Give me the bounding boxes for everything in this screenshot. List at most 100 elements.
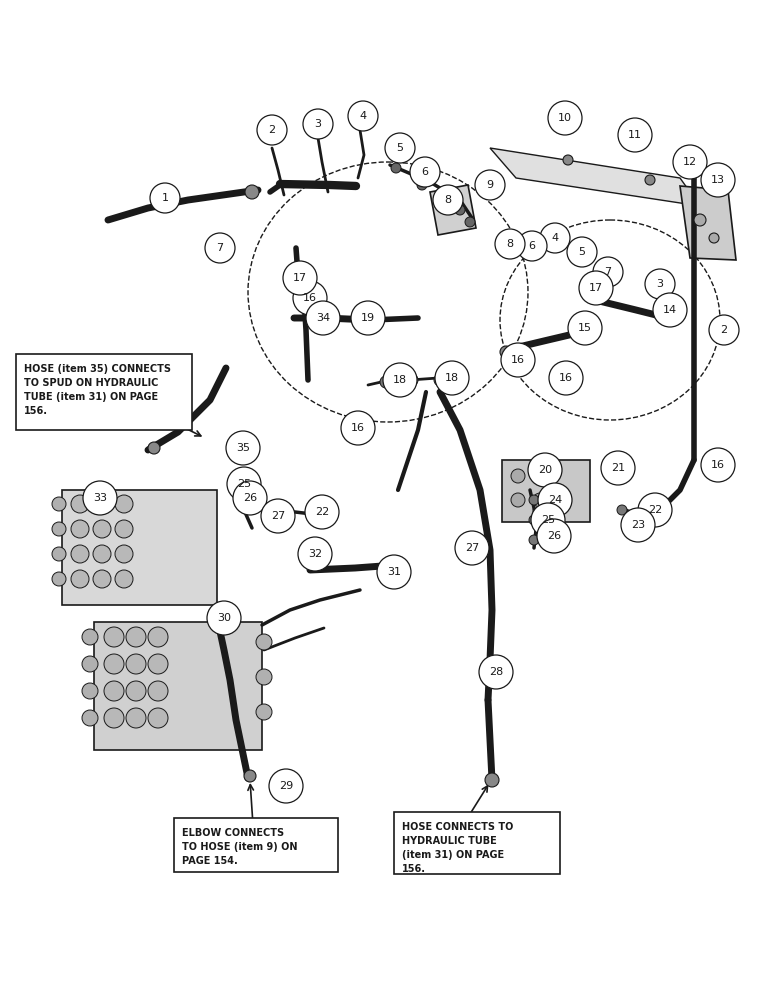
Text: ELBOW CONNECTS
TO HOSE (item 9) ON
PAGE 154.: ELBOW CONNECTS TO HOSE (item 9) ON PAGE … [182,828,297,866]
Text: 29: 29 [279,781,293,791]
Text: HOSE (item 35) CONNECTS
TO SPUD ON HYDRAULIC
TUBE (item 31) ON PAGE
156.: HOSE (item 35) CONNECTS TO SPUD ON HYDRA… [24,364,171,416]
Text: 25: 25 [541,515,555,525]
Text: 27: 27 [271,511,285,521]
Text: 22: 22 [315,507,329,517]
Circle shape [548,101,582,135]
Circle shape [244,770,256,782]
Text: 33: 33 [93,493,107,503]
Circle shape [709,315,739,345]
Circle shape [52,547,66,561]
Circle shape [391,163,401,173]
FancyBboxPatch shape [174,818,338,872]
Circle shape [52,522,66,536]
Circle shape [549,361,583,395]
Circle shape [104,681,124,701]
Circle shape [238,488,250,500]
Circle shape [126,708,146,728]
Circle shape [298,537,332,571]
FancyBboxPatch shape [94,622,262,750]
Circle shape [433,185,463,215]
Text: 35: 35 [236,443,250,453]
Circle shape [246,500,258,512]
Text: 3: 3 [656,279,663,289]
Circle shape [104,654,124,674]
Circle shape [82,683,98,699]
Circle shape [104,708,124,728]
Circle shape [385,133,415,163]
Circle shape [71,570,89,588]
Circle shape [256,704,272,720]
Circle shape [501,343,535,377]
Circle shape [305,495,339,529]
Text: 18: 18 [393,375,407,385]
Circle shape [579,271,613,305]
Text: 13: 13 [711,175,725,185]
Circle shape [226,431,260,465]
Text: 28: 28 [489,667,503,677]
Text: 12: 12 [683,157,697,167]
Text: 30: 30 [217,613,231,623]
Circle shape [528,453,562,487]
Text: 11: 11 [628,130,642,140]
Circle shape [148,681,168,701]
Circle shape [511,493,525,507]
Circle shape [126,681,146,701]
Circle shape [115,570,133,588]
Circle shape [126,627,146,647]
Circle shape [465,217,475,227]
Circle shape [618,118,652,152]
Circle shape [71,520,89,538]
Circle shape [444,206,452,214]
FancyBboxPatch shape [16,354,192,430]
Circle shape [701,448,735,482]
Circle shape [517,231,547,261]
Circle shape [568,311,602,345]
Circle shape [52,572,66,586]
Circle shape [233,481,267,515]
Circle shape [82,629,98,645]
Circle shape [495,229,525,259]
Circle shape [567,237,597,267]
Circle shape [71,545,89,563]
Circle shape [104,627,124,647]
Text: 16: 16 [303,293,317,303]
Text: 26: 26 [243,493,257,503]
Text: 6: 6 [529,241,536,251]
Circle shape [694,214,706,226]
Text: 17: 17 [293,273,307,283]
Circle shape [256,669,272,685]
Circle shape [283,261,317,295]
Text: 20: 20 [538,465,552,475]
Circle shape [540,223,570,253]
Text: 34: 34 [316,313,330,323]
Circle shape [348,101,378,131]
Circle shape [52,497,66,511]
Circle shape [148,708,168,728]
Circle shape [115,545,133,563]
Circle shape [593,257,623,287]
Circle shape [438,196,446,204]
Text: 2: 2 [269,125,276,135]
Circle shape [417,180,427,190]
Polygon shape [430,185,476,235]
Circle shape [485,773,499,787]
Circle shape [257,115,287,145]
Text: 16: 16 [711,460,725,470]
Circle shape [531,503,565,537]
Circle shape [150,183,180,213]
Circle shape [93,545,111,563]
Circle shape [71,495,89,513]
Text: 4: 4 [551,233,559,243]
FancyBboxPatch shape [394,812,560,874]
Text: 21: 21 [611,463,625,473]
Text: 4: 4 [360,111,367,121]
Text: 1: 1 [161,193,168,203]
Circle shape [638,493,672,527]
Circle shape [256,634,272,650]
Circle shape [701,163,735,197]
Circle shape [380,376,392,388]
Circle shape [93,520,111,538]
Circle shape [93,570,111,588]
Circle shape [303,109,333,139]
Text: HOSE CONNECTS TO
HYDRAULIC TUBE
(item 31) ON PAGE
156.: HOSE CONNECTS TO HYDRAULIC TUBE (item 31… [402,822,513,874]
